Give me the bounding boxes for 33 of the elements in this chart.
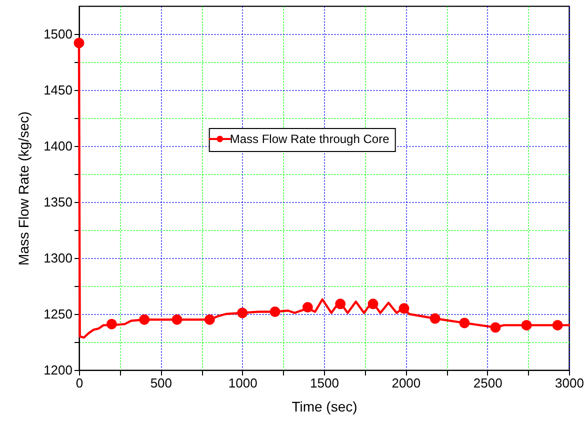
y-tick-label: 1200 [44,362,72,378]
point [106,318,117,330]
x-tick-label: 500 [150,376,172,390]
x-tick-label: 1500 [310,376,339,390]
point [459,318,470,328]
x-tick-label: 1000 [228,376,258,390]
point [368,298,378,310]
point [552,320,563,330]
x-tick-label: 2500 [473,376,502,390]
point [270,306,280,317]
y-tick-label: 1500 [44,26,72,42]
point [237,308,248,318]
point [521,320,532,330]
point [335,298,346,310]
point [172,314,182,325]
point [204,314,215,325]
point [398,303,410,314]
y-tick-label: 1250 [44,306,72,322]
x-tick-label: 0 [76,376,84,390]
point [74,38,84,48]
x-axis-title: Time (sec) [292,398,358,414]
point [139,314,150,325]
legend-label: Mass Flow Rate through Core [230,132,390,146]
point [430,313,440,324]
x-tick-label: 3000 [555,376,584,390]
x-tick-label: 2000 [392,376,421,390]
point [490,322,501,333]
y-tick-label: 1350 [44,194,72,210]
y-tick-label: 1450 [44,82,72,98]
y-tick-label: 1400 [44,138,72,154]
y-axis-title: Mass Flow Rate (kg/sec) [16,111,32,266]
y-tick-label: 1300 [44,250,72,266]
point [302,302,313,313]
